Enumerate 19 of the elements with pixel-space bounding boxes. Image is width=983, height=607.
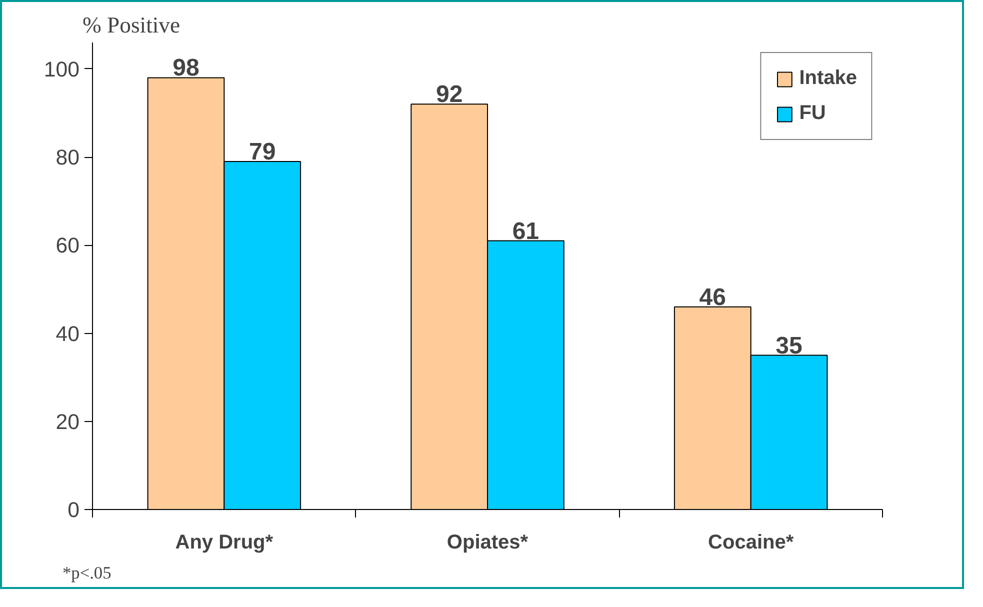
y-tick-label: 80 <box>56 146 80 170</box>
x-tick-label: Opiates* <box>446 532 528 554</box>
data-label: 46 <box>699 284 726 311</box>
data-label: 92 <box>436 81 463 108</box>
x-tick-label: Cocaine* <box>708 532 794 554</box>
y-tick-label: 100 <box>44 57 80 82</box>
y-tick-label: 20 <box>56 410 80 434</box>
data-label: 79 <box>249 138 276 166</box>
data-label: 98 <box>172 54 200 82</box>
legend-label: FU <box>799 102 826 125</box>
y-axis-title: % Positive <box>82 12 180 38</box>
data-label: 35 <box>776 332 802 360</box>
text: *p<.05 <box>62 564 112 582</box>
y-tick-label: 0 <box>68 498 80 522</box>
data-label: 61 <box>512 218 540 245</box>
x-tick-label: Any Drug* <box>175 532 274 554</box>
y-tick-label: 60 <box>56 234 80 258</box>
legend-label: Intake <box>799 67 857 90</box>
y-tick-label: 40 <box>56 322 80 346</box>
